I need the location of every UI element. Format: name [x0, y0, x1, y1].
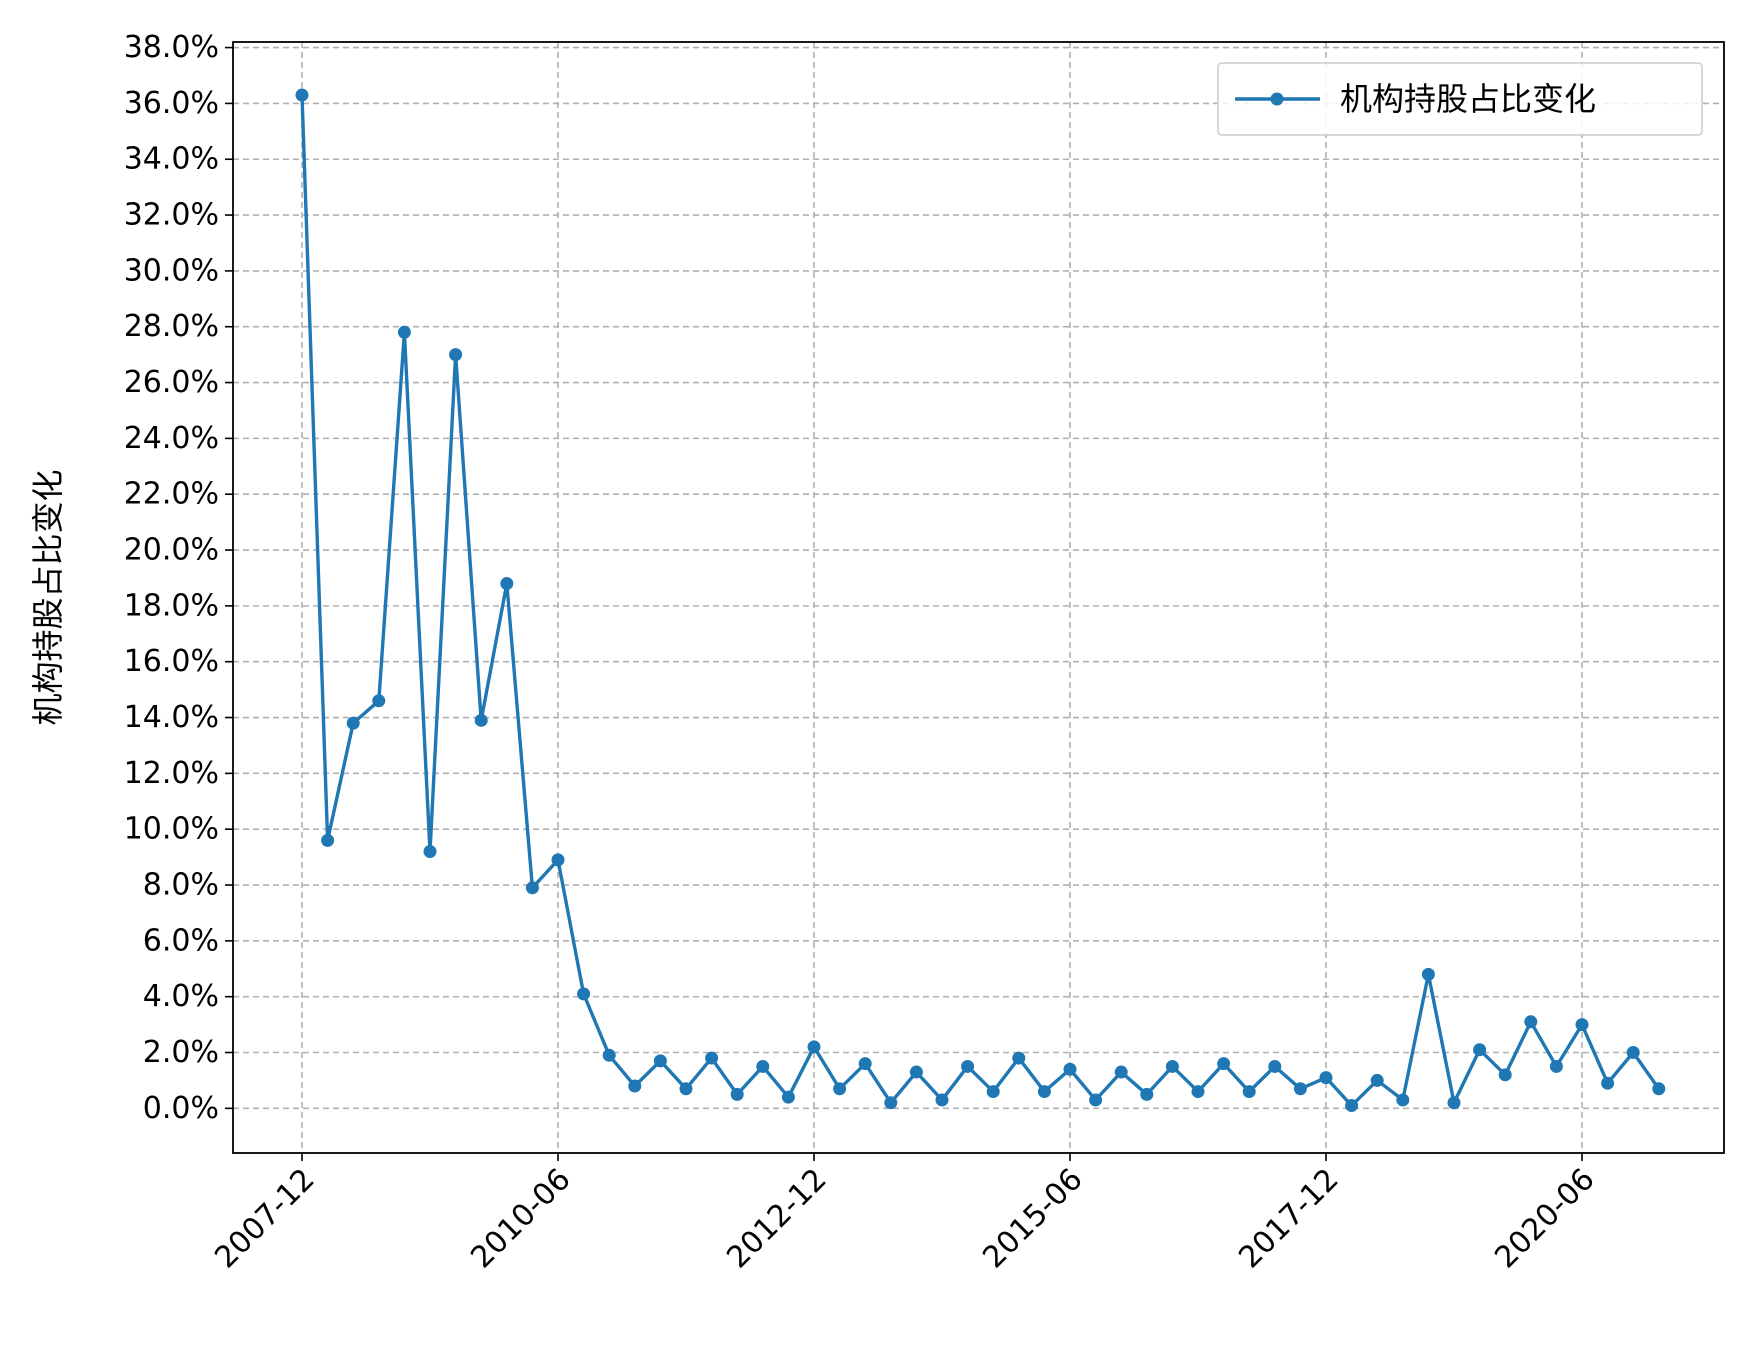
data-point [1601, 1076, 1615, 1090]
data-point [653, 1054, 667, 1068]
data-point [1037, 1085, 1051, 1099]
data-point [1063, 1062, 1077, 1076]
data-point [986, 1085, 1000, 1099]
y-tick-label: 12.0% [124, 756, 219, 791]
data-point [295, 88, 309, 102]
data-point [730, 1087, 744, 1101]
data-point [756, 1059, 770, 1073]
data-point [1370, 1073, 1384, 1087]
data-point [500, 577, 514, 591]
y-tick-label: 16.0% [124, 644, 219, 679]
data-point [1447, 1096, 1461, 1110]
y-tick-label: 38.0% [124, 30, 219, 65]
y-tick-label: 0.0% [143, 1091, 219, 1126]
y-tick-label: 24.0% [124, 421, 219, 456]
data-point [1524, 1015, 1538, 1029]
data-point [1396, 1093, 1410, 1107]
data-point [602, 1048, 616, 1062]
y-tick-label: 2.0% [143, 1035, 219, 1070]
data-point [1191, 1085, 1205, 1099]
data-point [474, 713, 488, 727]
grid-lines [233, 42, 1724, 1153]
data-point [551, 853, 565, 867]
data-point [1319, 1071, 1333, 1085]
data-point [1549, 1059, 1563, 1073]
data-point [679, 1082, 693, 1096]
data-point [1268, 1059, 1282, 1073]
data-point [858, 1057, 872, 1071]
data-point [1165, 1059, 1179, 1073]
series-layer [295, 88, 1666, 1113]
y-tick-label: 28.0% [124, 309, 219, 344]
plot-frame [232, 41, 1725, 1154]
data-point [705, 1051, 719, 1065]
y-tick-label: 6.0% [143, 923, 219, 958]
y-tick-label: 22.0% [124, 477, 219, 512]
data-point [884, 1096, 898, 1110]
data-point [909, 1065, 923, 1079]
x-tick-label: 2020-06 [1488, 1162, 1601, 1275]
data-point [525, 881, 539, 895]
data-point [1421, 967, 1435, 981]
x-tick-label: 2015-06 [976, 1162, 1089, 1275]
data-point [577, 987, 591, 1001]
data-point [935, 1093, 949, 1107]
y-tick-label: 32.0% [124, 198, 219, 233]
y-tick-label: 34.0% [124, 142, 219, 177]
y-tick-label: 8.0% [143, 868, 219, 903]
data-point [1626, 1046, 1640, 1060]
data-point [397, 325, 411, 339]
data-point [1140, 1087, 1154, 1101]
data-point [1012, 1051, 1026, 1065]
x-tick-label: 2017-12 [1232, 1162, 1345, 1275]
series-line [300, 94, 1661, 1108]
axes: 0.0% 2.0% 4.0% 6.0% 8.0% 10.0% 12.0% 14.0% 16.0%… [124, 30, 1725, 1275]
data-point [1498, 1068, 1512, 1082]
legend-label: 机构持股占比变化 [1340, 80, 1596, 118]
legend-marker [1270, 92, 1284, 106]
data-point [807, 1040, 821, 1054]
y-tick-label: 36.0% [124, 86, 219, 121]
y-tick-label: 20.0% [124, 533, 219, 568]
y-tick-label: 4.0% [143, 979, 219, 1014]
data-point [346, 716, 360, 730]
y-tick-label: 18.0% [124, 588, 219, 623]
data-point [1217, 1057, 1231, 1071]
data-point [1293, 1082, 1307, 1096]
data-point [1089, 1093, 1103, 1107]
data-point [961, 1059, 975, 1073]
y-tick-label: 26.0% [124, 365, 219, 400]
data-point [1575, 1018, 1589, 1032]
data-point [449, 348, 463, 362]
data-point [423, 845, 437, 859]
y-tick-label: 10.0% [124, 812, 219, 847]
data-point [833, 1082, 847, 1096]
data-point [372, 694, 386, 708]
y-tick-label: 14.0% [124, 700, 219, 735]
data-point [1652, 1082, 1666, 1096]
data-point [321, 833, 335, 847]
data-point [781, 1090, 795, 1104]
x-tick-label: 2012-12 [720, 1162, 833, 1275]
data-point [628, 1079, 642, 1093]
legend: 机构持股占比变化 [1217, 62, 1703, 136]
x-tick-label: 2010-06 [464, 1162, 577, 1275]
y-tick-label: 30.0% [124, 253, 219, 288]
data-point [1473, 1043, 1487, 1057]
data-point [1345, 1099, 1359, 1113]
x-tick-label: 2007-12 [208, 1162, 321, 1275]
data-point [1114, 1065, 1128, 1079]
legend-box [1217, 62, 1703, 136]
y-axis-title: 机构持股占比变化 [29, 469, 67, 725]
data-point [1242, 1085, 1256, 1099]
